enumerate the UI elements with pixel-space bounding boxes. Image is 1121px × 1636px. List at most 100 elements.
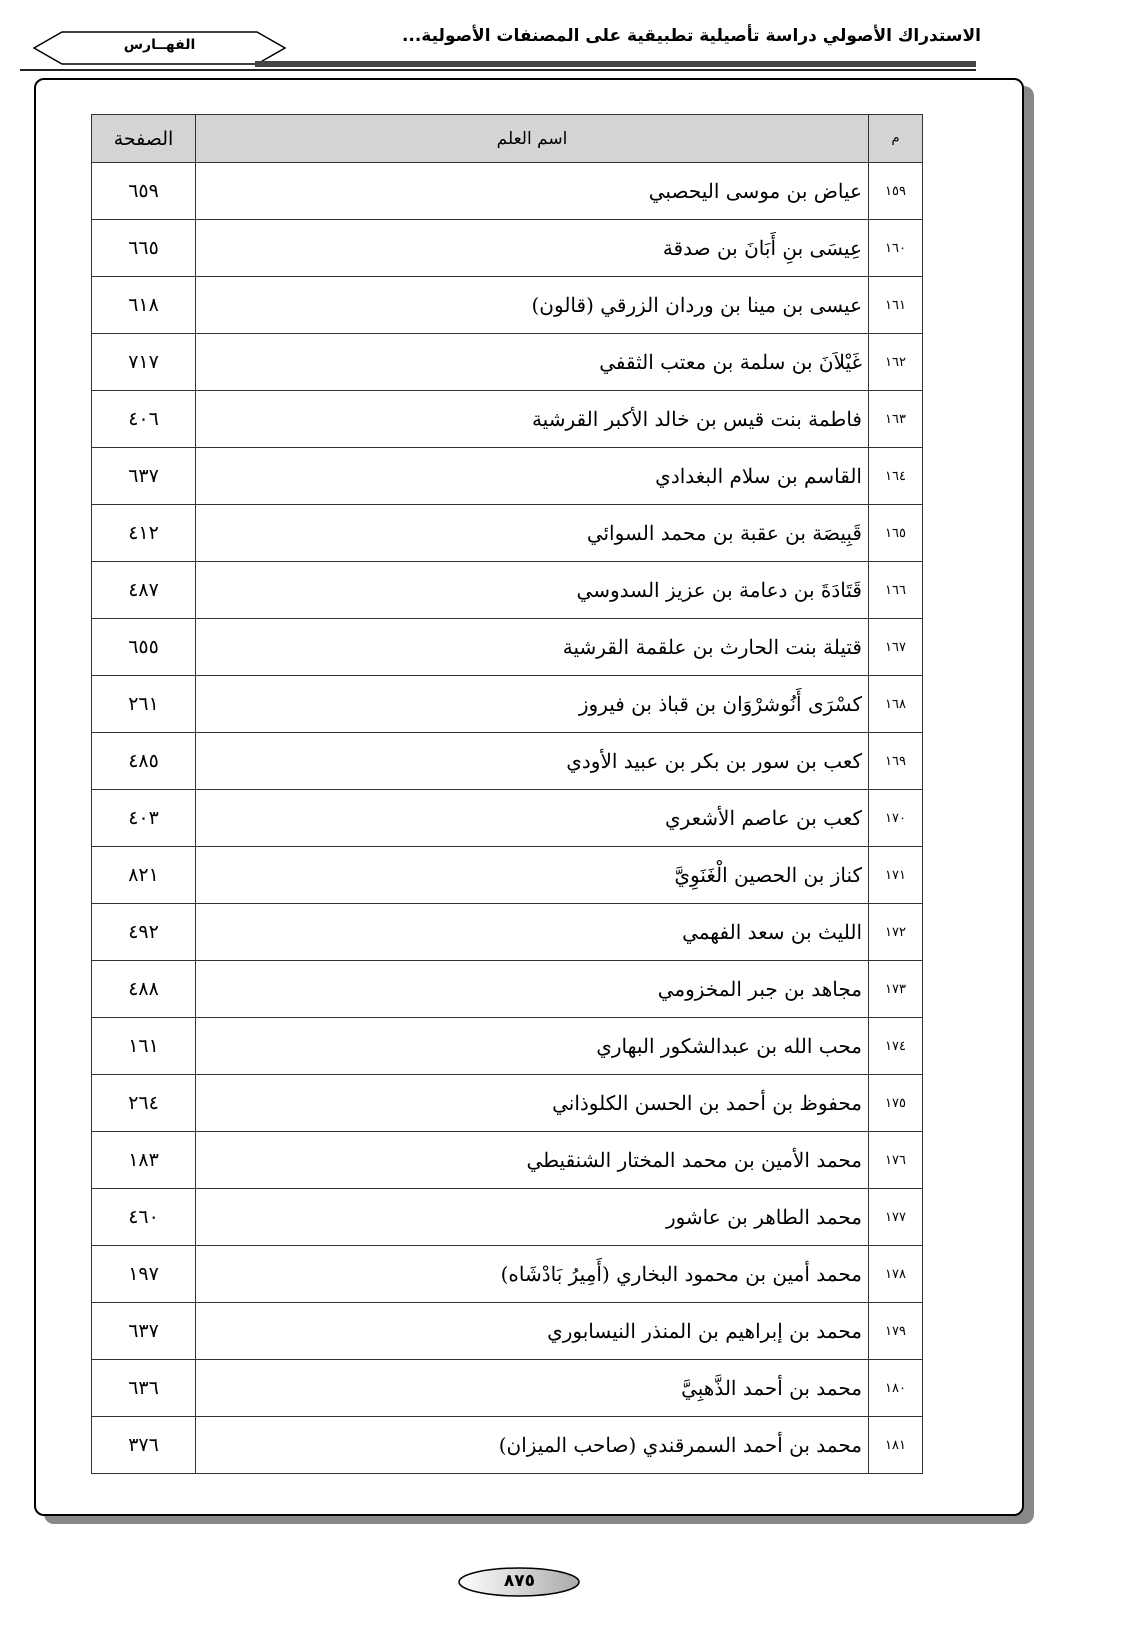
column-header-num: م	[868, 114, 923, 163]
table-row: ١٧١ كناز بن الحصين الْغَنَوِيَّ ٨٢١	[91, 846, 923, 904]
row-name: مجاهد بن جبر المخزومي	[195, 960, 869, 1018]
row-name: قَتَادَةَ بن دعامة بن عزيز السدوسي	[195, 561, 869, 619]
row-page: ٤٠٣	[91, 789, 196, 847]
table-row: ١٦٥ قَبِيصَة بن عقبة بن محمد السوائي ٤١٢	[91, 504, 923, 562]
row-page: ٦٦٥	[91, 219, 196, 277]
row-number: ١٦٣	[868, 390, 923, 448]
row-name: محمد أمين بن محمود البخاري (أَمِيرُ بَاد…	[195, 1245, 869, 1303]
row-page: ١٦١	[91, 1017, 196, 1075]
table-row: ١٧٠ كعب بن عاصم الأشعري ٤٠٣	[91, 789, 923, 847]
row-name: الليث بن سعد الفهمي	[195, 903, 869, 961]
index-table: م اسم العلم الصفحة ١٥٩ عياض بن موسى اليحص…	[91, 114, 923, 1474]
row-number: ١٨١	[868, 1416, 923, 1474]
row-number: ١٧٦	[868, 1131, 923, 1189]
row-page: ٦٣٦	[91, 1359, 196, 1417]
header-rule-thin	[20, 69, 976, 71]
row-page: ٦٣٧	[91, 1302, 196, 1360]
table-row: ١٧٢ الليث بن سعد الفهمي ٤٩٢	[91, 903, 923, 961]
section-label: الفهــارس	[123, 37, 196, 53]
row-number: ١٦٨	[868, 675, 923, 733]
table-row: ١٦٩ كعب بن سور بن بكر بن عبيد الأودي ٤٨٥	[91, 732, 923, 790]
row-name: فاطمة بنت قيس بن خالد الأكبر القرشية	[195, 390, 869, 448]
table-header-row: م اسم العلم الصفحة	[91, 114, 923, 163]
row-name: غَيْلاَنَ بن سلمة بن معتب الثقفي	[195, 333, 869, 391]
table-row: ١٦٠ عِيسَى بنِ أَبَانَ بن صدقة ٦٦٥	[91, 219, 923, 277]
running-title: الاستدراك الأصولي دراسة تأصيلية تطبيقية …	[401, 26, 981, 46]
row-number: ١٧١	[868, 846, 923, 904]
table-row: ١٥٩ عياض بن موسى اليحصبي ٦٥٩	[91, 162, 923, 220]
table-row: ١٦٧ قتيلة بنت الحارث بن علقمة القرشية ٦٥٥	[91, 618, 923, 676]
row-number: ١٦١	[868, 276, 923, 334]
row-number: ١٧٨	[868, 1245, 923, 1303]
table-row: ١٧٩ محمد بن إبراهيم بن المنذر النيسابوري ٦…	[91, 1302, 923, 1360]
row-name: محمد الطاهر بن عاشور	[195, 1188, 869, 1246]
row-number: ١٧٢	[868, 903, 923, 961]
row-page: ٦٥٩	[91, 162, 196, 220]
row-number: ١٦٩	[868, 732, 923, 790]
table-row: ١٦٦ قَتَادَةَ بن دعامة بن عزيز السدوسي ٤٨٧	[91, 561, 923, 619]
row-page: ٦١٨	[91, 276, 196, 334]
row-name: كسْرَى أَنُوشرْوَان بن قباذ بن فيروز	[195, 675, 869, 733]
section-badge: الفهــارس	[32, 30, 287, 66]
page-number-text: ٨٧٥	[503, 1571, 536, 1591]
row-name: عياض بن موسى اليحصبي	[195, 162, 869, 220]
row-page: ٤٨٧	[91, 561, 196, 619]
row-name: محمد بن إبراهيم بن المنذر النيسابوري	[195, 1302, 869, 1360]
badge-shape-icon	[32, 31, 287, 65]
row-number: ١٧٧	[868, 1188, 923, 1246]
table-row: ١٧٦ محمد الأمين بن محمد المختار الشنقيطي ١…	[91, 1131, 923, 1189]
row-number: ١٦٥	[868, 504, 923, 562]
table-row: ١٧٧ محمد الطاهر بن عاشور ٤٦٠	[91, 1188, 923, 1246]
row-name: محفوظ بن أحمد بن الحسن الكلوذاني	[195, 1074, 869, 1132]
row-number: ١٦٢	[868, 333, 923, 391]
table-row: ١٧٤ محب الله بن عبدالشكور البهاري ١٦١	[91, 1017, 923, 1075]
row-number: ١٨٠	[868, 1359, 923, 1417]
row-name: كعب بن عاصم الأشعري	[195, 789, 869, 847]
row-number: ١٧٩	[868, 1302, 923, 1360]
row-page: ١٨٣	[91, 1131, 196, 1189]
row-number: ١٧٤	[868, 1017, 923, 1075]
table-row: ١٦٢ غَيْلاَنَ بن سلمة بن معتب الثقفي ٧١٧	[91, 333, 923, 391]
row-page: ٢٦٤	[91, 1074, 196, 1132]
row-page: ٦٥٥	[91, 618, 196, 676]
row-page: ٣٧٦	[91, 1416, 196, 1474]
row-page: ٨٢١	[91, 846, 196, 904]
row-page: ٤١٢	[91, 504, 196, 562]
row-name: محمد بن أحمد السمرقندي (صاحب الميزان)	[195, 1416, 869, 1474]
row-name: عيسى بن مينا بن وردان الزرقي (قالون)	[195, 276, 869, 334]
row-name: قتيلة بنت الحارث بن علقمة القرشية	[195, 618, 869, 676]
row-name: محمد الأمين بن محمد المختار الشنقيطي	[195, 1131, 869, 1189]
row-name: كعب بن سور بن بكر بن عبيد الأودي	[195, 732, 869, 790]
row-page: ٧١٧	[91, 333, 196, 391]
row-name: عِيسَى بنِ أَبَانَ بن صدقة	[195, 219, 869, 277]
header-rule	[255, 61, 976, 67]
column-header-name: اسم العلم	[195, 114, 869, 163]
table-row: ١٦٤ القاسم بن سلام البغدادي ٦٣٧	[91, 447, 923, 505]
row-number: ١٧٥	[868, 1074, 923, 1132]
page-number: ٨٧٥	[457, 1567, 582, 1597]
row-number: ١٦٧	[868, 618, 923, 676]
table-row: ١٨١ محمد بن أحمد السمرقندي (صاحب الميزان)…	[91, 1416, 923, 1474]
row-page: ٤٠٦	[91, 390, 196, 448]
column-header-page: الصفحة	[91, 114, 196, 163]
row-name: محب الله بن عبدالشكور البهاري	[195, 1017, 869, 1075]
row-number: ١٧٠	[868, 789, 923, 847]
table-row: ١٧٥ محفوظ بن أحمد بن الحسن الكلوذاني ٢٦٤	[91, 1074, 923, 1132]
row-number: ١٧٣	[868, 960, 923, 1018]
row-number: ١٦٠	[868, 219, 923, 277]
row-number: ١٦٦	[868, 561, 923, 619]
row-page: ٤٩٢	[91, 903, 196, 961]
row-page: ٤٨٥	[91, 732, 196, 790]
table-row: ١٦١ عيسى بن مينا بن وردان الزرقي (قالون) ٦…	[91, 276, 923, 334]
table-row: ١٦٣ فاطمة بنت قيس بن خالد الأكبر القرشية ٤…	[91, 390, 923, 448]
row-page: ١٩٧	[91, 1245, 196, 1303]
table-row: ١٧٣ مجاهد بن جبر المخزومي ٤٨٨	[91, 960, 923, 1018]
row-page: ٤٦٠	[91, 1188, 196, 1246]
row-name: محمد بن أحمد الذَّهبِيَّ	[195, 1359, 869, 1417]
row-name: القاسم بن سلام البغدادي	[195, 447, 869, 505]
table-row: ١٨٠ محمد بن أحمد الذَّهبِيَّ ٦٣٦	[91, 1359, 923, 1417]
row-name: كناز بن الحصين الْغَنَوِيَّ	[195, 846, 869, 904]
row-number: ١٦٤	[868, 447, 923, 505]
row-page: ٦٣٧	[91, 447, 196, 505]
row-number: ١٥٩	[868, 162, 923, 220]
